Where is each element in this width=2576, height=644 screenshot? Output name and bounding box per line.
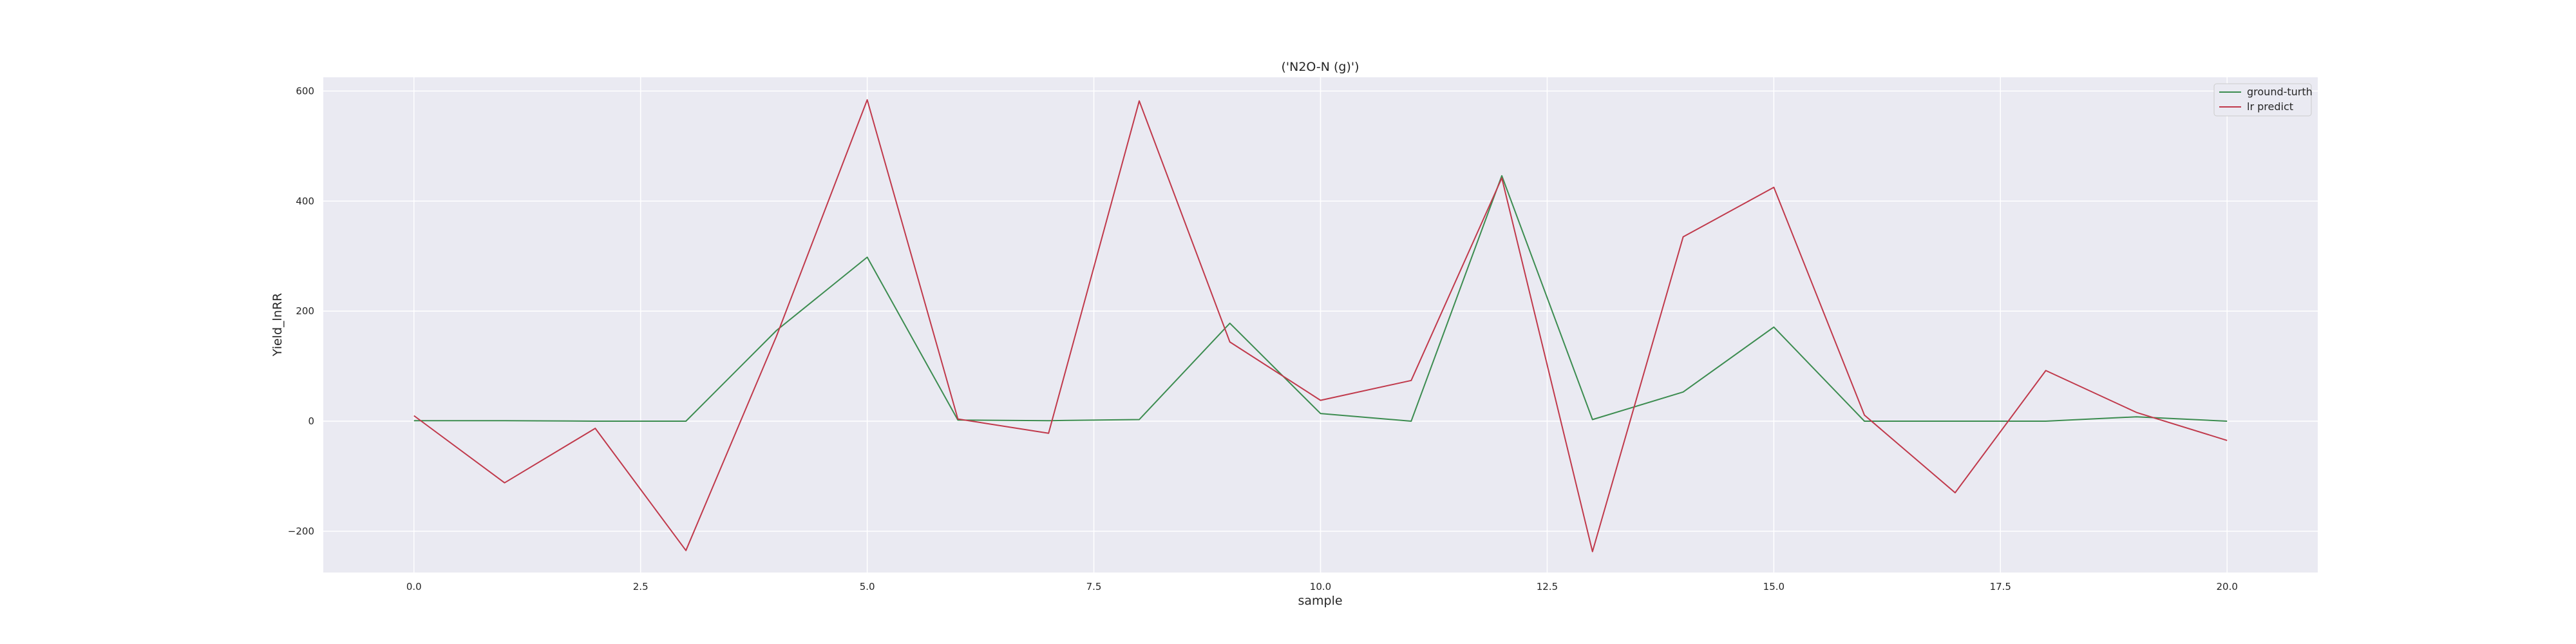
x-tick-label: 2.5 xyxy=(633,581,649,592)
x-tick-label: 15.0 xyxy=(1763,581,1785,592)
y-tick-label: −200 xyxy=(288,526,314,537)
legend: ground-turth lr predict xyxy=(2213,83,2313,117)
x-tick-label: 5.0 xyxy=(860,581,875,592)
x-axis-label: sample xyxy=(1298,594,1342,608)
y-tick-labels: −200 0 200 400 600 xyxy=(288,85,314,537)
x-tick-label: 0.0 xyxy=(406,581,422,592)
legend-label-lr-predict: lr predict xyxy=(2247,100,2293,113)
y-tick-label: 400 xyxy=(296,195,314,207)
series-line-lr-predict xyxy=(413,99,2228,553)
x-tick-label: 17.5 xyxy=(1990,581,2011,592)
y-tick-label: 200 xyxy=(296,305,314,317)
x-tick-label: 7.5 xyxy=(1086,581,1102,592)
chart-title: ('N2O-N (g)') xyxy=(1281,60,1359,74)
x-tick-label: 20.0 xyxy=(2217,581,2238,592)
y-tick-label: 0 xyxy=(308,415,314,427)
series-line-ground-turth xyxy=(413,175,2228,422)
series-lines xyxy=(413,99,2228,553)
x-tick-label: 10.0 xyxy=(1310,581,1331,592)
y-axis-label: Yield_lnRR xyxy=(270,293,285,357)
y-tick-label: 600 xyxy=(296,85,314,97)
x-tick-label: 12.5 xyxy=(1537,581,1558,592)
x-tick-labels: 0.0 2.5 5.0 7.5 10.0 12.5 15.0 17.5 20.0 xyxy=(406,581,2238,592)
legend-label-ground-turth: ground-turth xyxy=(2247,86,2313,98)
